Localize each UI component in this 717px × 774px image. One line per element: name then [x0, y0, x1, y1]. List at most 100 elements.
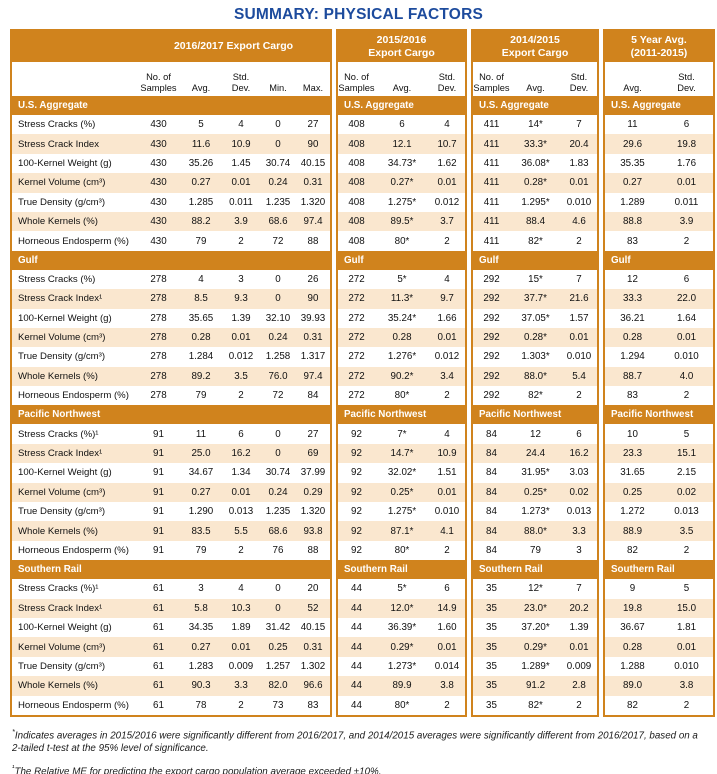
- table-row: 1.289 0.011: [605, 193, 713, 212]
- value-cell: 83.5: [191, 525, 211, 537]
- table-row: 292 82* 2: [473, 386, 597, 405]
- value-cell: 1.276*: [387, 351, 417, 363]
- table-row: 83 2: [605, 386, 713, 405]
- row-label: Whole Kernels (%): [18, 525, 98, 537]
- value-cell: 0.27: [622, 177, 643, 189]
- value-cell: 35: [486, 583, 497, 595]
- row-label: 100-Kernel Weight (g): [18, 157, 112, 169]
- value-cell: 25.0: [191, 448, 211, 460]
- column-header: Avg.: [623, 82, 642, 93]
- value-cell: 4: [238, 583, 244, 595]
- value-cell: 61: [153, 680, 164, 692]
- value-cell: 40.15: [300, 622, 326, 634]
- value-cell: 80*: [394, 390, 410, 402]
- column-header: No. of Samples: [473, 72, 510, 93]
- row-label: Stress Cracks (%)¹: [18, 428, 99, 440]
- value-cell: 2.8: [572, 680, 586, 692]
- table-row: 0.25 0.02: [605, 482, 713, 503]
- value-cell: 2: [444, 699, 450, 711]
- value-cell: 9.3: [234, 293, 248, 305]
- table-row: 272 11.3* 9.7: [338, 289, 465, 309]
- value-cell: 82.0: [268, 680, 288, 692]
- panel-5-year-avg: 5 Year Avg. (2011-2015) Avg. Std. Dev. U.S.…: [603, 29, 715, 717]
- value-cell: 0.012: [434, 351, 460, 363]
- value-cell: 430: [150, 119, 167, 131]
- table-row: 408 1.275* 0.012: [338, 193, 465, 212]
- row-label: True Density (g/cm³): [18, 351, 106, 363]
- value-cell: 33.3: [622, 293, 643, 305]
- value-cell: 1.235: [265, 196, 291, 208]
- value-cell: 12.1: [392, 138, 412, 150]
- value-cell: 16.2: [569, 448, 589, 460]
- value-cell: 1.81: [676, 622, 697, 634]
- column-header: Min.: [269, 82, 287, 93]
- table-row: Horneous Endosperm (%) 61 78 2 73 83: [12, 696, 330, 715]
- table-row: 411 33.3* 20.4: [473, 134, 597, 154]
- value-cell: 61: [153, 602, 164, 614]
- value-cell: 91: [153, 448, 164, 460]
- value-cell: 2: [576, 235, 582, 247]
- value-cell: 27: [307, 428, 319, 440]
- value-cell: 19.8: [622, 602, 643, 614]
- table-row: 1.272 0.013: [605, 502, 713, 521]
- value-cell: 0.28: [622, 641, 643, 653]
- value-cell: 88.0*: [524, 525, 547, 537]
- value-cell: 1.289: [620, 196, 645, 208]
- value-cell: 1.283: [188, 660, 214, 672]
- value-cell: 4: [198, 273, 204, 285]
- value-cell: 0: [275, 583, 281, 595]
- value-cell: 1.60: [437, 622, 457, 634]
- value-cell: 3.9: [679, 216, 694, 228]
- row-label: Stress Crack Index¹: [18, 448, 103, 460]
- table-row: 36.21 1.64: [605, 309, 713, 328]
- value-cell: 1.289*: [521, 660, 550, 672]
- section-header-2014-2015: Southern Rail: [473, 560, 597, 580]
- value-cell: 84: [486, 525, 497, 537]
- table-row: 411 14* 7: [473, 115, 597, 134]
- value-cell: 5: [198, 119, 204, 131]
- value-cell: 2: [683, 390, 690, 402]
- value-cell: 4.6: [572, 216, 586, 228]
- value-cell: 1.288: [620, 660, 645, 672]
- value-cell: 0.31: [303, 332, 323, 344]
- value-cell: 10.9: [437, 448, 457, 460]
- section-header-5-year-avg: Gulf: [605, 250, 713, 270]
- value-cell: 4: [444, 119, 450, 131]
- row-label: Kernel Volume (cm³): [18, 177, 106, 189]
- value-cell: 4: [238, 119, 244, 131]
- column-header: Avg.: [526, 82, 545, 93]
- value-cell: 80*: [394, 699, 410, 711]
- section-header-2015-2016: Gulf: [338, 250, 465, 270]
- value-cell: 34.35: [188, 622, 214, 634]
- value-cell: 1.83: [569, 157, 589, 169]
- section-header-2014-2015: Gulf: [473, 250, 597, 270]
- table-row: 408 12.1 10.7: [338, 134, 465, 154]
- value-cell: 22.0: [676, 293, 697, 305]
- value-cell: 0.013: [228, 506, 254, 518]
- value-cell: 34.67: [188, 467, 214, 479]
- value-cell: 0.01: [676, 332, 697, 344]
- panel-header-5-year-avg: 5 Year Avg. (2011-2015): [605, 31, 713, 62]
- value-cell: 12.0*: [390, 602, 414, 614]
- value-cell: 35: [486, 660, 497, 672]
- table-row: 44 0.29* 0.01: [338, 637, 465, 657]
- row-label: Horneous Endosperm (%): [18, 699, 129, 711]
- row-label: Stress Crack Index: [18, 138, 100, 150]
- table-row: Stress Crack Index¹ 91 25.0 16.2 0 69: [12, 443, 330, 464]
- table-row: 411 88.4 4.6: [473, 211, 597, 232]
- value-cell: 7*: [397, 428, 407, 440]
- section-header-2014-2015: U.S. Aggregate: [473, 96, 597, 115]
- value-cell: 1.57: [569, 312, 589, 324]
- table-row: Stress Crack Index¹ 61 5.8 10.3 0 52: [12, 598, 330, 618]
- section-header-5-year-avg: Pacific Northwest: [605, 405, 713, 425]
- table-row: 83 2: [605, 231, 713, 250]
- value-cell: 0.29*: [390, 641, 414, 653]
- value-cell: 408: [348, 235, 365, 247]
- value-cell: 4: [444, 273, 450, 285]
- value-cell: 80*: [394, 545, 410, 556]
- panel-2015-2016: 2015/2016 Export Cargo No. of Samples Avg.…: [336, 29, 467, 717]
- table-row: 92 87.1* 4.1: [338, 521, 465, 541]
- row-label: Stress Cracks (%): [18, 119, 96, 131]
- value-cell: 411: [483, 216, 500, 228]
- value-cell: 5: [683, 428, 690, 440]
